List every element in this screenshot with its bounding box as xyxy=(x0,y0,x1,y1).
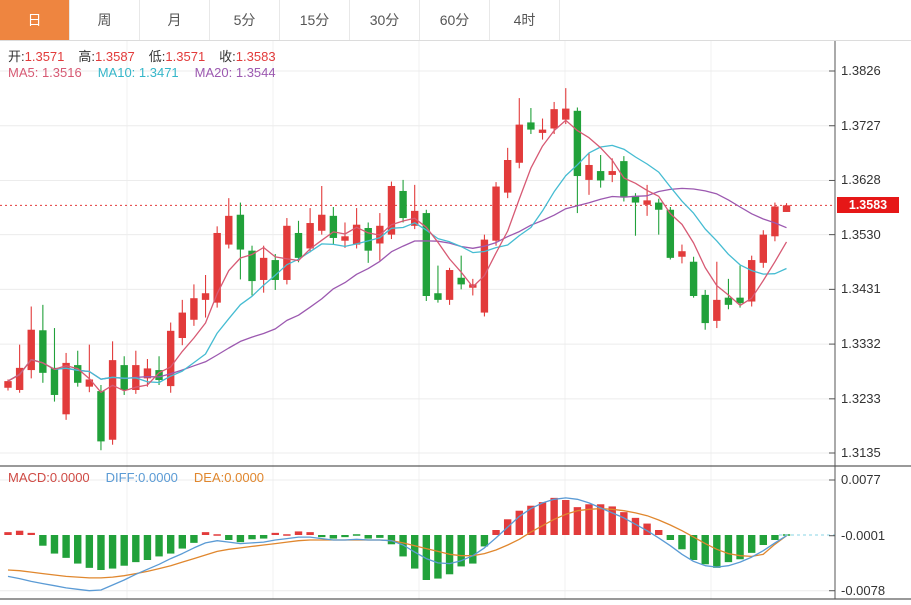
low-label: 低: xyxy=(148,49,166,64)
macd-axis-label: 0.0077 xyxy=(841,472,881,487)
ma20-legend: MA20: 1.3544 xyxy=(194,65,276,80)
tab-60min[interactable]: 60分 xyxy=(420,0,490,40)
macd-axis-label: -0.0078 xyxy=(841,582,886,598)
timeframe-tabbar: 日 周 月 5分 15分 30分 60分 4时 xyxy=(0,0,911,41)
macd-axis-label: -0.0001 xyxy=(841,527,886,543)
tab-day[interactable]: 日 xyxy=(0,0,70,40)
tab-5min[interactable]: 5分 xyxy=(210,0,280,40)
axis-frame xyxy=(0,41,911,600)
high-value: 1.3587 xyxy=(95,49,135,64)
y-axis-label: 1.3431 xyxy=(841,281,881,297)
y-axis-label: 1.3530 xyxy=(841,226,881,242)
diff-line xyxy=(7,497,787,592)
diff-value: DIFF:0.0000 xyxy=(105,470,178,485)
open-label: 开: xyxy=(8,49,25,64)
y-axis-label: 1.3628 xyxy=(841,172,881,188)
tab-4hour[interactable]: 4时 xyxy=(490,0,560,40)
tab-15min[interactable]: 15分 xyxy=(280,0,350,40)
candles-group xyxy=(4,88,791,451)
y-axis-label: 1.3233 xyxy=(841,390,881,406)
tab-week[interactable]: 周 xyxy=(70,0,140,40)
macd-histogram xyxy=(4,497,791,580)
close-value: 1.3583 xyxy=(235,49,276,64)
ma-legend: MA5: 1.3516 MA10: 1.3471 MA20: 1.3544 xyxy=(8,65,276,80)
open-value: 1.3571 xyxy=(24,49,65,64)
ma5-line xyxy=(7,119,788,393)
ma20-line xyxy=(7,187,787,382)
ma10-line xyxy=(7,144,787,384)
y-axis-label: 1.3135 xyxy=(841,445,881,460)
ma10-legend: MA10: 1.3471 xyxy=(97,65,179,80)
y-axis-label: 1.3826 xyxy=(841,63,881,78)
ma5-legend: MA5: 1.3516 xyxy=(8,65,82,80)
tab-30min[interactable]: 30分 xyxy=(350,0,420,40)
close-label: 收: xyxy=(219,49,236,64)
gridlines xyxy=(0,41,835,599)
macd-legend: MACD:0.0000 DIFF:0.0000 DEA:0.0000 xyxy=(8,470,264,485)
current-price-badge: 1.3583 xyxy=(837,197,899,214)
tab-month[interactable]: 月 xyxy=(140,0,210,40)
high-label: 高: xyxy=(78,49,96,64)
low-value: 1.3571 xyxy=(165,49,206,64)
macd-value: MACD:0.0000 xyxy=(8,470,90,485)
y-axis-label: 1.3332 xyxy=(841,336,881,352)
dea-value: DEA:0.0000 xyxy=(193,470,265,485)
ohlc-readout: 开:1.3571 高:1.3587 低:1.3571 收:1.3583 xyxy=(8,46,290,65)
y-axis-label: 1.3727 xyxy=(841,117,881,133)
